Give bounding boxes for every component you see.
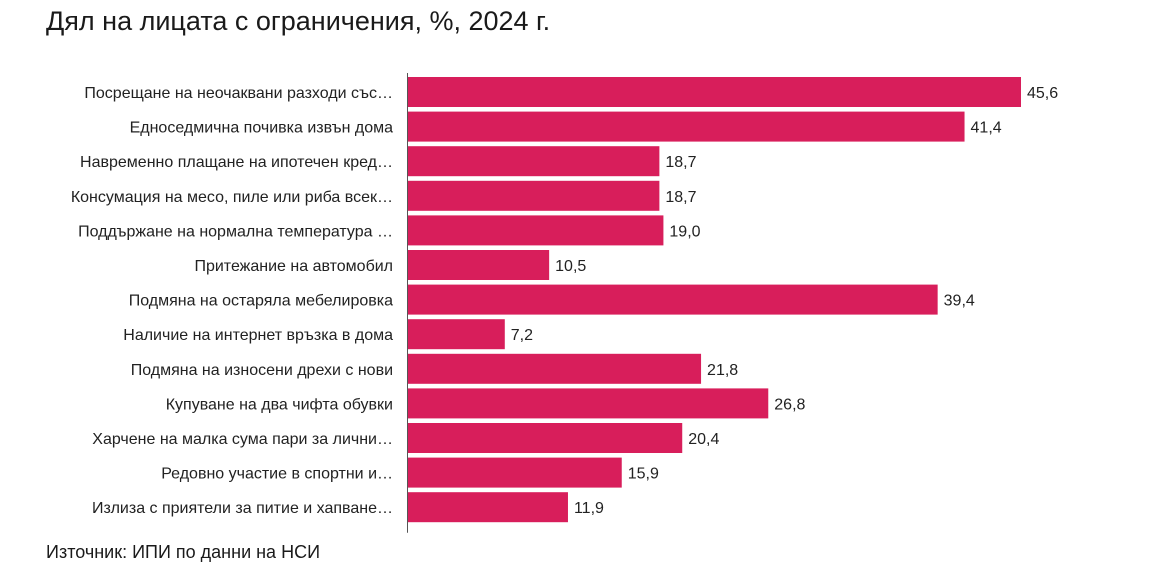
category-label: Купуване на два чифта обувки [166, 396, 393, 413]
category-label: Поддържане на нормална температура … [78, 223, 393, 240]
value-label: 21,8 [707, 362, 738, 379]
value-label: 11,9 [574, 500, 604, 517]
category-label: Излиза с приятели за питие и хапване… [92, 500, 393, 517]
bar [408, 457, 622, 488]
category-label: Посрещане на неочаквани разходи със… [84, 85, 393, 102]
value-label: 39,4 [944, 293, 975, 310]
value-label: 10,5 [555, 258, 586, 275]
value-label: 18,7 [665, 189, 696, 206]
bar [408, 146, 660, 177]
bar [408, 423, 683, 453]
value-label: 18,7 [665, 154, 696, 171]
category-label: Навременно плащане на ипотечен кред… [80, 154, 393, 171]
chart-title: Дял на лицата с ограничения, %, 2024 г. [46, 6, 551, 36]
category-label: Подмяна на износени дрехи с нови [131, 362, 393, 379]
value-label: 45,6 [1027, 85, 1058, 102]
source-note: Източник: ИПИ по данни на НСИ [46, 542, 321, 562]
value-labels: 45,6 41,4 18,7 18,7 19,0 10,5 39,4 7,2 21,8 26,8 2… [511, 85, 1058, 517]
bar [408, 284, 938, 315]
value-label: 15,9 [628, 466, 659, 483]
category-label: Притежание на автомобил [194, 258, 393, 275]
bar [408, 111, 965, 142]
bar [408, 319, 505, 350]
value-label: 20,4 [688, 431, 719, 448]
category-label: Подмяна на остаряла мебелировка [129, 293, 393, 310]
value-label: 26,8 [774, 396, 805, 413]
value-label: 41,4 [971, 120, 1002, 137]
category-label: Харчене на малка сума пари за лични… [92, 431, 393, 448]
bars [408, 77, 1021, 523]
bar [408, 215, 664, 246]
bar [408, 77, 1021, 107]
category-label: Редовно участие в спортни и… [161, 466, 393, 483]
bar [408, 353, 702, 384]
category-label: Наличие на интернет връзка в дома [123, 327, 393, 344]
bar [408, 388, 769, 419]
category-label: Консумация на месо, пиле или риба всек… [71, 189, 393, 206]
category-labels: Посрещане на неочаквани разходи със… Едно… [71, 85, 393, 517]
value-label: 19,0 [669, 223, 700, 240]
value-label: 7,2 [511, 327, 533, 344]
bar [408, 250, 550, 280]
category-label: Едноседмична почивка извън дома [130, 120, 394, 137]
bar [408, 180, 660, 211]
bar [408, 492, 568, 523]
